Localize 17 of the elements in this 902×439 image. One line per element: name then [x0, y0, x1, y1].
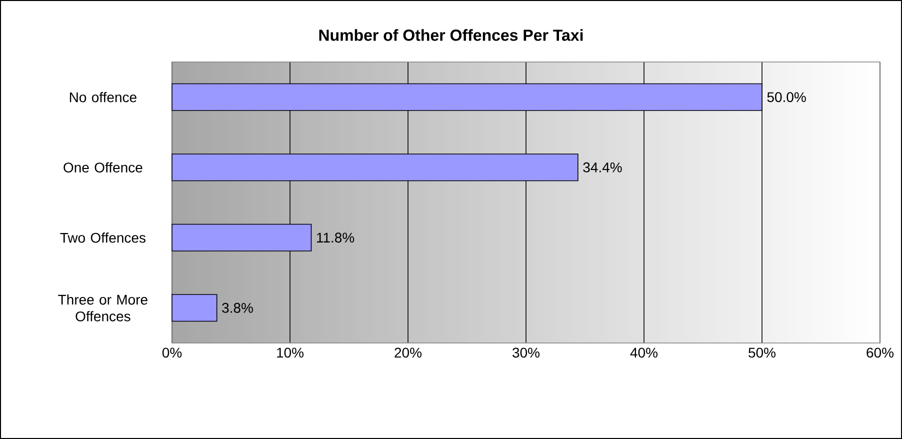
x-tick-label: 50%: [748, 348, 776, 358]
y-tick-label: Three or More Offences: [58, 294, 148, 322]
x-tick-label: 10%: [277, 348, 304, 358]
data-label: 3.8%: [222, 302, 253, 313]
x-tick-label: 20%: [394, 348, 422, 358]
data-label: 50.0%: [767, 92, 806, 102]
bar: [172, 294, 218, 322]
x-tick-label: 40%: [630, 348, 658, 358]
y-tick-label: No offence: [70, 92, 136, 102]
y-tick-label: Two Offences: [60, 232, 146, 243]
x-tick-label: 30%: [512, 348, 540, 358]
data-label: 11.8%: [317, 232, 354, 243]
x-tick-label: 0%: [162, 348, 182, 358]
chart-title: Number of Other Offences Per Taxi: [319, 29, 583, 41]
data-label: 34.4%: [583, 162, 622, 172]
y-tick-label: One Offence: [64, 162, 142, 173]
x-tick-label: 60%: [866, 348, 894, 358]
